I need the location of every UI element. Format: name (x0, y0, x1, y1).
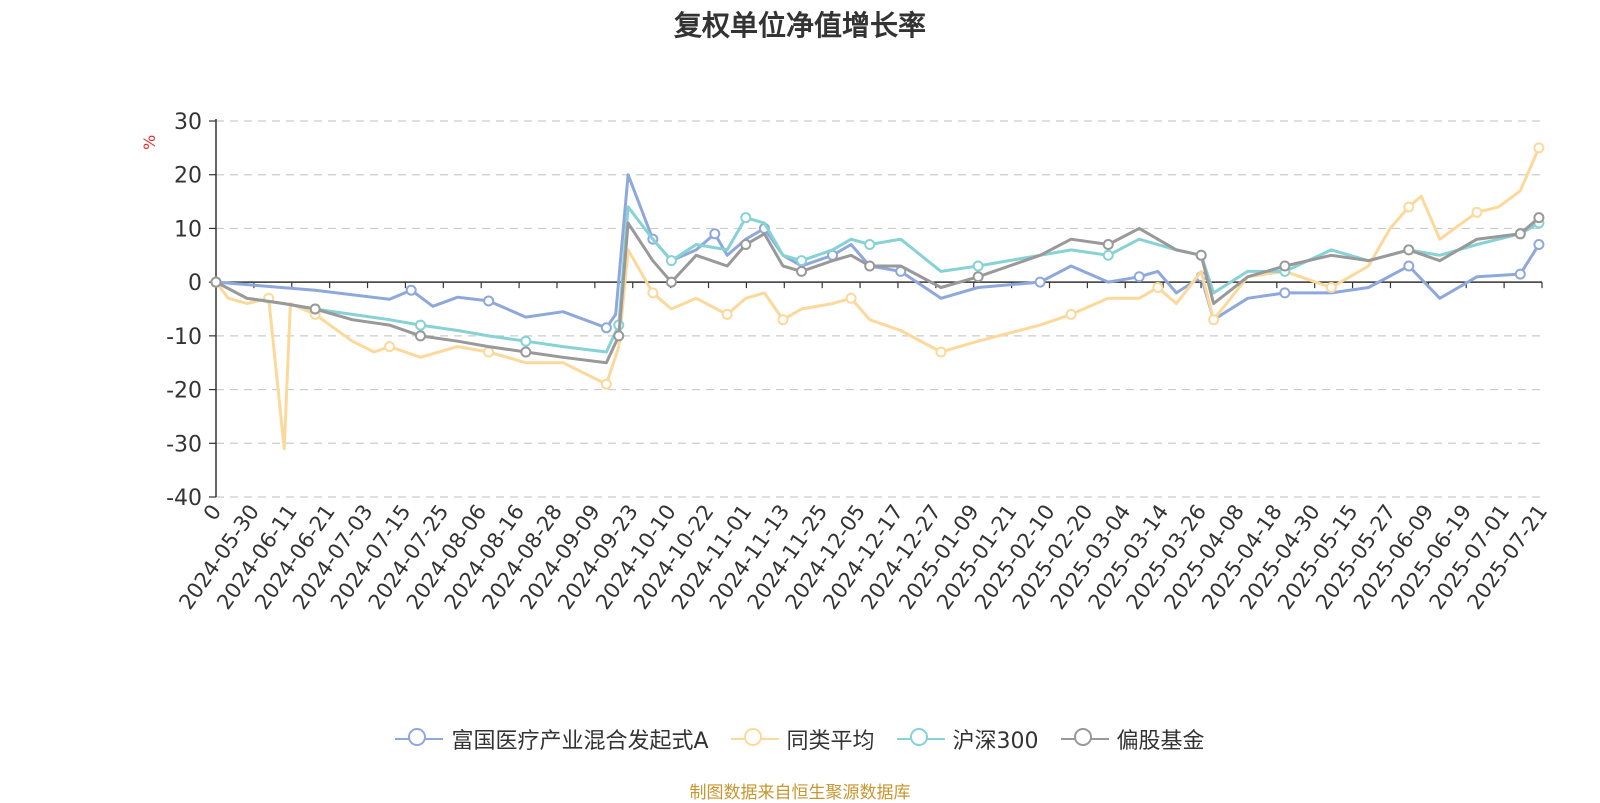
data-point (665, 276, 677, 288)
legend-label: 偏股基金 (1116, 729, 1205, 754)
series-group (210, 212, 1545, 365)
legend-item[interactable]: 偏股基金 (1060, 723, 1205, 755)
y-tick-label: 0 (188, 271, 202, 296)
data-point (647, 287, 659, 299)
data-point (721, 308, 733, 320)
grid-lines (216, 120, 1542, 498)
data-point (864, 260, 876, 272)
chart-title: 复权单位净值增长率 (673, 9, 926, 42)
data-point (483, 346, 495, 358)
data-point (1403, 260, 1415, 272)
y-tick-label: -20 (166, 379, 202, 404)
data-point (845, 292, 857, 304)
data-point (1208, 314, 1220, 326)
data-point (309, 303, 321, 315)
series-line (215, 216, 1540, 365)
legend-item[interactable]: 富国医疗产业混合发起式A (395, 723, 709, 755)
legend-line-circle-icon (395, 727, 444, 751)
series-group (210, 142, 1545, 451)
data-point (864, 239, 876, 251)
data-point (383, 341, 395, 353)
series-line (215, 173, 1541, 330)
legend-item[interactable]: 沪深300 (896, 723, 1039, 755)
data-point (1102, 239, 1114, 251)
data-point (796, 265, 808, 277)
data-point (709, 228, 721, 240)
series-line (214, 147, 1541, 451)
data-point (600, 378, 612, 390)
data-point (972, 271, 984, 283)
data-point (1195, 249, 1207, 261)
data-point (1279, 260, 1291, 272)
data-point (1514, 268, 1526, 280)
data-point (740, 239, 752, 251)
data-point (520, 335, 532, 347)
data-point (1514, 228, 1526, 240)
y-tick-label: -10 (166, 325, 202, 350)
series-line (215, 205, 1540, 354)
legend-label: 富国医疗产业混合发起式A (451, 729, 709, 754)
y-tick-label: -40 (166, 486, 202, 511)
data-point (1102, 249, 1114, 261)
data-point (1034, 276, 1046, 288)
data-point (1533, 212, 1545, 224)
data-point (600, 322, 612, 334)
x-tick-label: 0 (199, 500, 226, 525)
legend: 富国医疗产业混合发起式A 同类平均 沪深300 偏股基金 (0, 723, 1600, 755)
data-point (1403, 244, 1415, 256)
data-point (210, 276, 222, 288)
data-point (520, 346, 532, 358)
series-lines (210, 142, 1545, 451)
data-point (1065, 308, 1077, 320)
data-point (1152, 282, 1164, 294)
data-point (972, 260, 984, 272)
data-point (414, 330, 426, 342)
data-point (796, 255, 808, 267)
data-point (935, 346, 947, 358)
axes: 3020100-10-20-30-4002024-05-302024-06-11… (166, 110, 1552, 614)
data-point (414, 319, 426, 331)
data-point (665, 255, 677, 267)
data-point (1533, 239, 1545, 251)
data-point (740, 212, 752, 224)
data-point (1403, 201, 1415, 213)
data-point (1471, 206, 1483, 218)
data-point (613, 330, 625, 342)
data-point (405, 284, 417, 296)
data-point (1325, 282, 1337, 294)
y-tick-label: -30 (166, 432, 202, 457)
data-point (777, 314, 789, 326)
legend-label: 同类平均 (786, 729, 875, 754)
data-source-note: 制图数据来自恒生聚源数据库 (689, 783, 911, 803)
data-point (1279, 287, 1291, 299)
data-point (483, 295, 495, 307)
legend-label: 沪深300 (952, 729, 1039, 754)
y-tick-label: 10 (174, 217, 202, 242)
y-tick-label: 20 (174, 164, 202, 189)
data-point (1133, 271, 1145, 283)
data-point (1533, 142, 1545, 154)
legend-line-circle-icon (1060, 727, 1109, 751)
y-tick-label: 30 (174, 110, 202, 135)
legend-line-circle-icon (730, 727, 779, 751)
legend-line-circle-icon (896, 727, 945, 751)
legend-item[interactable]: 同类平均 (730, 723, 875, 755)
